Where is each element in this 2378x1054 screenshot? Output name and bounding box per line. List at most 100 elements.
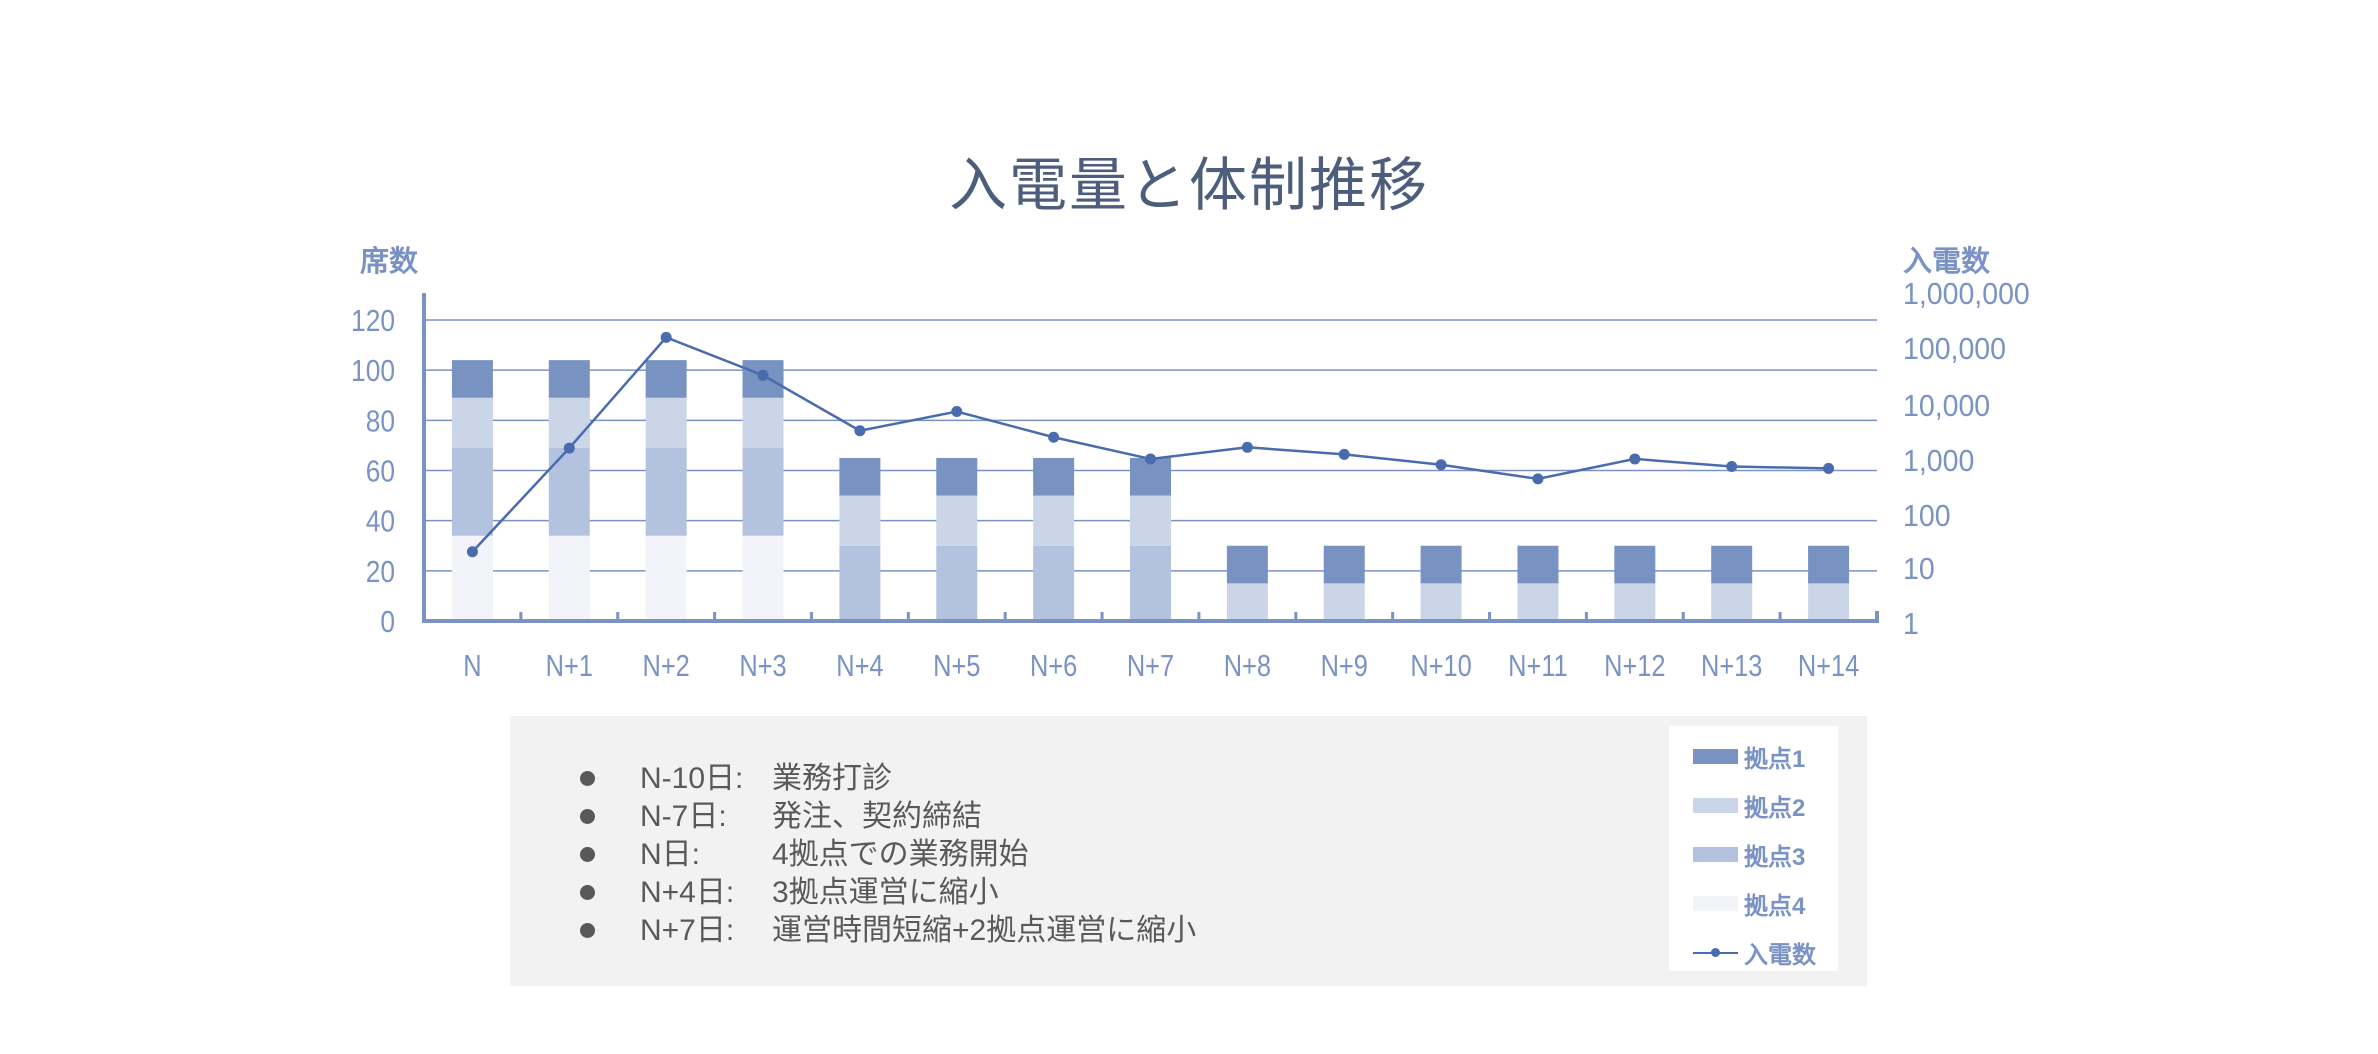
data-point-marker [757,369,769,381]
legend-item-site2: 拠点2 [1693,790,1805,822]
data-point-marker [1726,461,1738,473]
bar-segment [1517,545,1559,584]
bar-segment [1226,545,1268,584]
bar-segment [839,545,881,621]
left-axis-title: 席数 [360,246,419,278]
data-point-marker [1435,459,1447,471]
right-tick-label: 100 [1903,499,1951,533]
data-point-marker [563,442,575,454]
bullet-icon [580,884,595,900]
note-day: N-10日: [640,762,744,795]
right-axis-title: 入電数 [1903,246,1991,278]
data-point-marker [1532,473,1544,485]
data-point-marker [1145,453,1156,465]
x-tick-label: N+9 [1321,649,1368,684]
bullet-icon [580,922,595,938]
note-item: N日: 4拠点での業務開始 [580,836,1196,874]
right-tick-label: 1 [1903,607,1919,641]
bar-segment [548,360,590,398]
legend-label: 入電数 [1744,941,1816,969]
x-tick-label: N+11 [1508,649,1568,684]
x-tick-label: N+13 [1701,649,1762,684]
note-text: 3拠点運営に縮小 [772,876,999,909]
x-tick-label: N+7 [1127,649,1174,684]
right-tick-label: 10 [1903,552,1935,586]
bar-segment [1033,457,1075,496]
bar-segment [1517,583,1559,621]
bar-segment [1130,495,1171,546]
note-text: 運営時間短縮+2拠点運営に縮小 [772,914,1197,947]
bar-segment [1033,495,1075,546]
legend-item-site4: 拠点4 [1693,888,1805,920]
notes-list: N-10日: 業務打診 N-7日: 発注、契約締結 N日: 4拠点での業務開始 N+4… [580,760,1196,950]
bar-segment [1033,545,1075,621]
data-point-marker [1338,448,1350,460]
axes [422,293,1879,623]
x-tick-label: N+6 [1030,649,1077,684]
left-tick-label: 60 [366,455,395,489]
data-point-marker [660,331,672,343]
x-tick-label: N+8 [1224,649,1271,684]
legend-line-marker-icon [1693,945,1738,960]
bar-segment [742,447,784,536]
note-text: 業務打診 [772,762,892,795]
bar-segment [451,360,493,398]
legend-swatch-icon [1693,797,1738,813]
note-item: N-7日: 発注、契約締結 [580,798,1196,836]
x-tick-label: N+14 [1798,649,1859,684]
data-point-marker [1241,441,1253,453]
x-tick-label: N+1 [546,649,593,684]
legend-swatch-icon [1693,895,1738,911]
left-axis-ticks: 0 20 40 60 80 100 120 [351,304,395,639]
bar-segment [451,397,493,448]
legend-swatch-icon [1693,748,1738,764]
note-day: N+4日: [640,876,735,909]
legend-label: 拠点3 [1744,843,1806,871]
legend-item-site3: 拠点3 [1693,839,1806,871]
bar-segment [645,360,687,398]
bar-segment [1323,545,1365,584]
call-volume-line [466,331,1835,558]
bar-segment [1808,583,1850,621]
legend-label: 拠点1 [1744,745,1806,773]
x-tick-label: N+5 [933,649,980,684]
bar-segment [936,457,978,496]
left-tick-label: 120 [351,304,395,338]
x-tick-label: N+2 [643,649,690,684]
bullet-icon [580,808,595,824]
bar-segment [451,447,493,536]
data-point-marker [1048,431,1060,443]
note-day: N-7日: [640,800,727,833]
bar-segment [742,535,784,621]
bullet-icon [580,846,595,862]
bar-segment [936,495,978,546]
left-tick-label: 100 [351,354,395,388]
bar-segment [1614,545,1656,584]
right-tick-label: 100,000 [1903,332,2006,366]
x-tick-label: N+10 [1410,649,1471,684]
note-text: 4拠点での業務開始 [772,838,1029,871]
legend-item-site1: 拠点1 [1693,741,1806,773]
legend-item-calls: 入電数 [1693,937,1816,969]
bar-segment [1130,545,1171,621]
stacked-bars [451,360,1850,621]
chart-legend: 拠点1 拠点2 拠点3 拠点4 入電数 [1669,726,1838,971]
legend-swatch-icon [1693,846,1738,862]
bar-segment [1226,583,1268,621]
note-item: N-10日: 業務打診 [580,760,1196,798]
bar-segment [1420,583,1462,621]
x-tick-label: N+12 [1604,649,1665,684]
bar-segment [645,447,687,536]
chart-title: 入電量と体制推移 [948,153,1429,218]
data-point-marker [951,405,963,417]
note-item: N+4日: 3拠点運営に縮小 [580,874,1196,912]
bullet-icon [580,770,595,786]
x-axis-ticks: N N+1 N+2 N+3 N+4 N+5 N+6 N+7 N+8 N+9 N+10 N+11 N+12… [463,649,1859,684]
note-day: N+7日: [640,914,735,947]
right-tick-label: 10,000 [1903,389,1990,423]
bar-segment [839,495,881,546]
note-day: N日: [640,838,700,871]
left-tick-label: 40 [366,505,395,539]
left-tick-label: 80 [366,404,395,438]
